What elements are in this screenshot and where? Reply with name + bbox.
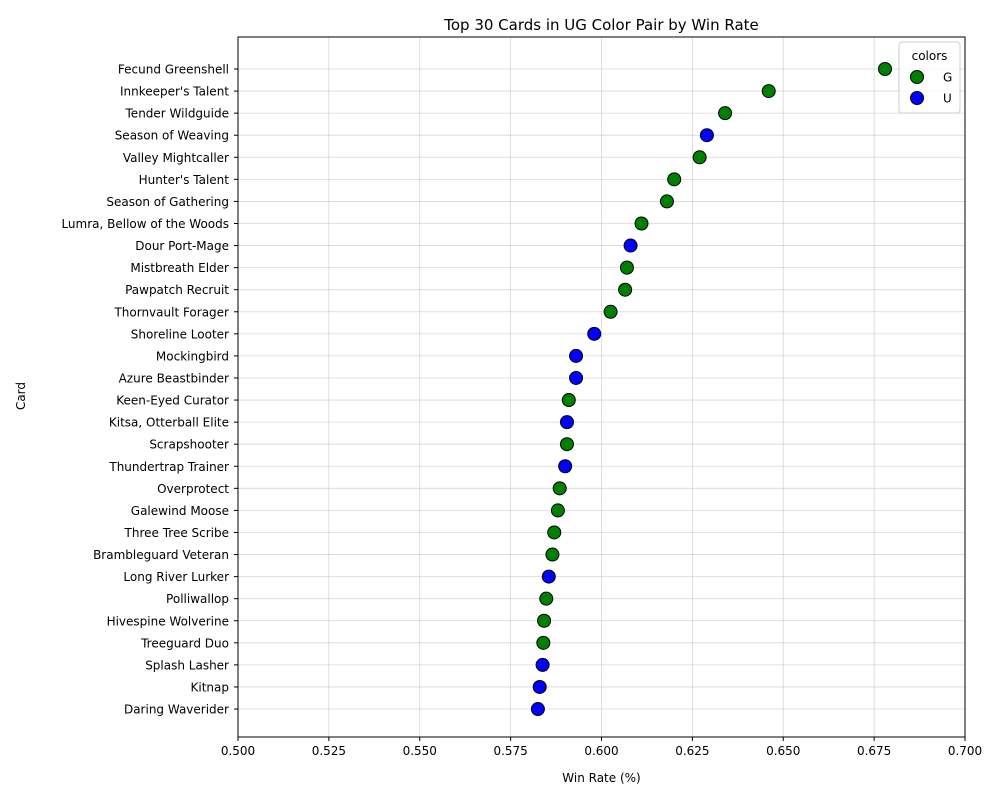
y-tick-label: Scrapshooter xyxy=(149,438,229,452)
data-point xyxy=(541,569,556,584)
x-axis-ticks: 0.500 0.525 0.550 0.575 0.600 0.625 0.650 0.675… xyxy=(221,737,982,758)
x-tick-label: 0.675 xyxy=(857,744,891,758)
data-point xyxy=(539,591,554,606)
legend-label: G xyxy=(943,71,952,85)
x-tick-label: 0.500 xyxy=(221,744,255,758)
y-tick-label: Mockingbird xyxy=(156,349,229,363)
legend: colors GU xyxy=(898,41,961,114)
data-point xyxy=(559,415,574,430)
y-tick-label: Kitsa, Otterball Elite xyxy=(109,416,229,430)
y-tick-label: Hivespine Wolverine xyxy=(107,614,229,628)
y-tick-label: Keen-Eyed Curator xyxy=(116,394,229,408)
y-tick-label: Treeguard Duo xyxy=(140,636,229,650)
legend-entries: GU xyxy=(910,70,952,106)
legend-label: U xyxy=(943,92,952,106)
data-point xyxy=(718,106,733,121)
y-tick-label: Thundertrap Trainer xyxy=(108,460,229,474)
data-point xyxy=(761,84,776,99)
data-point xyxy=(530,702,545,717)
data-point xyxy=(623,238,638,253)
data-point xyxy=(618,282,633,297)
y-tick-label: Azure Beastbinder xyxy=(119,371,229,385)
data-point xyxy=(569,370,584,385)
y-tick-label: Dour Port-Mage xyxy=(135,239,229,253)
y-tick-label: Thornvault Forager xyxy=(113,305,229,319)
x-tick-label: 0.700 xyxy=(948,744,982,758)
y-tick-label: Tender Wildguide xyxy=(125,107,229,121)
y-tick-label: Season of Gathering xyxy=(106,195,229,209)
legend-marker xyxy=(910,91,924,105)
y-tick-label: Shoreline Looter xyxy=(131,327,229,341)
y-tick-label: Overprotect xyxy=(157,482,229,496)
y-tick-label: Long River Lurker xyxy=(123,570,229,584)
data-point xyxy=(667,172,682,187)
data-point xyxy=(619,260,634,275)
chart-title: Top 30 Cards in UG Color Pair by Win Rat… xyxy=(443,16,759,34)
y-tick-label: Galewind Moose xyxy=(131,504,229,518)
data-point xyxy=(532,679,547,694)
y-tick-label: Mistbreath Elder xyxy=(130,261,229,275)
legend-marker xyxy=(910,70,924,84)
y-axis-ticks: Fecund Greenshell Innkeeper's Talent Tende… xyxy=(61,63,238,717)
data-point xyxy=(559,437,574,452)
data-point xyxy=(545,547,560,562)
data-point xyxy=(692,150,707,165)
data-point xyxy=(569,348,584,363)
data-points xyxy=(530,62,893,717)
x-tick-label: 0.650 xyxy=(766,744,800,758)
x-tick-label: 0.575 xyxy=(493,744,527,758)
data-point xyxy=(659,194,674,209)
legend-title: colors xyxy=(912,49,948,63)
y-tick-label: Brambleguard Veteran xyxy=(93,548,229,562)
x-tick-label: 0.600 xyxy=(584,744,618,758)
data-point xyxy=(547,525,562,540)
x-axis-label: Win Rate (%) xyxy=(562,771,640,785)
data-point xyxy=(558,459,573,474)
data-point xyxy=(536,635,551,650)
data-point xyxy=(552,481,567,496)
data-point xyxy=(561,393,576,408)
data-point xyxy=(550,503,565,518)
data-point xyxy=(535,657,550,672)
data-point xyxy=(699,128,714,143)
data-point xyxy=(603,304,618,319)
x-tick-label: 0.625 xyxy=(675,744,709,758)
data-point xyxy=(634,216,649,231)
x-tick-label: 0.525 xyxy=(312,744,346,758)
y-tick-label: Season of Weaving xyxy=(115,129,229,143)
y-tick-label: Hunter's Talent xyxy=(139,173,230,187)
x-tick-label: 0.550 xyxy=(403,744,437,758)
y-tick-label: Pawpatch Recruit xyxy=(125,283,229,297)
y-tick-label: Lumra, Bellow of the Woods xyxy=(61,217,229,231)
y-tick-label: Innkeeper's Talent xyxy=(120,85,229,99)
y-tick-label: Three Tree Scribe xyxy=(124,526,229,540)
y-tick-label: Polliwallop xyxy=(166,592,229,606)
y-tick-label: Splash Lasher xyxy=(145,658,229,672)
y-tick-label: Valley Mightcaller xyxy=(123,151,229,165)
data-point xyxy=(537,613,552,628)
y-tick-label: Fecund Greenshell xyxy=(118,63,229,77)
y-axis-label: Card xyxy=(14,382,28,410)
y-tick-label: Daring Waverider xyxy=(124,703,229,717)
data-point xyxy=(587,326,602,341)
y-tick-label: Kitnap xyxy=(191,680,229,694)
data-point xyxy=(878,62,893,76)
